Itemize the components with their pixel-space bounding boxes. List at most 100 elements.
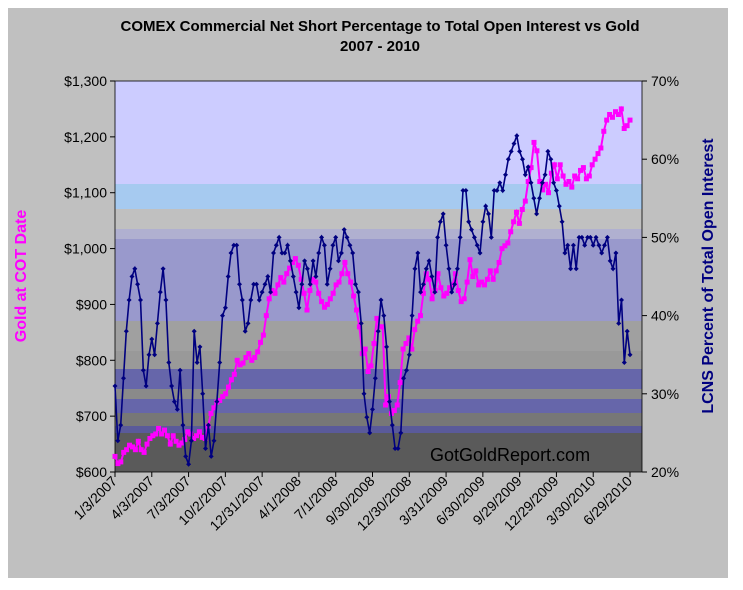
lcns-percent-point — [457, 234, 463, 240]
lcns-percent-point — [138, 297, 143, 303]
gold-price-point — [502, 243, 508, 249]
lcns-percent-point — [576, 234, 582, 240]
gold-price-point — [252, 355, 258, 360]
lcns-percent-point — [350, 250, 356, 256]
gold-price-point — [272, 290, 278, 296]
lcns-percent-point — [330, 242, 336, 248]
lcns-percent-point — [517, 148, 523, 154]
gold-price-point — [479, 279, 485, 285]
lcns-percent-point — [276, 234, 282, 240]
plot-band — [115, 81, 642, 184]
gold-price-point — [243, 355, 249, 360]
gold-price-point — [307, 288, 313, 293]
lcns-percent-point — [570, 242, 576, 248]
lcns-percent-point — [268, 289, 274, 295]
lcns-percent-point — [420, 281, 426, 287]
right-axis-ticks: 20% 30% 40% 50% 60% 70% — [642, 73, 679, 480]
gold-price-point — [548, 170, 554, 176]
gold-price-point — [127, 442, 132, 448]
lcns-percent-point — [537, 195, 542, 201]
gold-price-point — [586, 173, 592, 179]
gold-price-point — [438, 285, 444, 291]
lcns-percent-point — [562, 250, 568, 256]
gold-price-point — [490, 276, 496, 282]
gold-price-point — [295, 262, 301, 268]
lcns-percent-point — [296, 305, 302, 311]
lcns-percent-point — [282, 250, 288, 256]
gold-price-point — [415, 318, 421, 324]
gold-price-point — [409, 346, 415, 352]
gold-price-point — [394, 402, 400, 408]
lcns-percent-point — [180, 422, 186, 428]
lcns-percent-point — [152, 352, 158, 358]
gold-price-point — [400, 346, 406, 352]
gold-price-point — [356, 324, 362, 330]
gold-price-point — [319, 299, 325, 305]
lcns-percent-point — [491, 188, 497, 193]
lcns-percent-point — [183, 453, 189, 459]
lcns-percent-point — [375, 328, 381, 334]
gold-price-point — [246, 351, 252, 357]
lcns-percent-point — [188, 438, 194, 444]
lcns-percent-point — [319, 234, 325, 240]
lcns-percent-point — [474, 242, 480, 248]
gold-price-point — [237, 362, 243, 368]
gold-price-point — [383, 402, 389, 408]
lcns-percent-point — [307, 281, 313, 287]
lcns-percent-point — [568, 266, 574, 272]
lcns-percent-point — [585, 234, 591, 240]
lcns-percent-point — [160, 266, 166, 272]
gold-price-point — [420, 290, 426, 296]
gold-price-point — [290, 260, 295, 265]
gold-price-point — [185, 429, 191, 435]
lcns-percent-point — [613, 250, 619, 256]
gold-price-point — [298, 276, 304, 282]
lcns-percent-point — [404, 367, 409, 373]
lcns-percent-point — [437, 219, 443, 225]
lcns-percent-point — [449, 289, 455, 295]
lcns-percent-point — [287, 258, 293, 264]
gold-price-point — [226, 384, 231, 390]
gold-price-point — [575, 176, 581, 182]
lcns-percent-point — [432, 289, 438, 295]
lcns-percent-point — [256, 297, 262, 303]
lcns-percent-point — [290, 274, 296, 279]
gold-price-point — [531, 139, 537, 145]
gold-price-point — [583, 176, 589, 182]
right-tick-label: 20% — [651, 464, 679, 480]
gold-price-point — [444, 290, 450, 296]
lcns-percent-point — [565, 242, 571, 248]
gold-price-point — [624, 123, 630, 129]
gold-price-point — [196, 429, 202, 435]
lcns-percent-point — [590, 242, 596, 248]
lcns-percent-point — [579, 234, 585, 240]
lcns-percent-point — [520, 156, 525, 162]
gold-price-point — [269, 288, 275, 293]
gold-price-point — [418, 313, 423, 319]
gold-price-point — [496, 260, 502, 265]
lcns-percent-point — [443, 242, 449, 248]
lcns-percent-point — [302, 258, 308, 264]
lcns-percent-point — [265, 274, 271, 279]
lcns-percent-point — [395, 446, 401, 451]
lcns-percent-point — [123, 328, 129, 334]
gold-price-point — [621, 126, 627, 131]
lcns-percent-point — [435, 234, 441, 240]
gold-price-point — [423, 271, 429, 277]
lcns-percent-point — [500, 188, 506, 193]
gold-price-point — [301, 290, 307, 296]
lcns-percent-point — [548, 156, 554, 162]
lcns-percent-point — [440, 211, 446, 217]
gold-price-point — [313, 279, 319, 285]
gold-price-point — [191, 436, 197, 441]
gold-price-point — [327, 296, 333, 302]
gold-price-point — [159, 431, 165, 437]
plot-band — [115, 426, 642, 433]
gold-price-point — [403, 341, 409, 346]
plot-band — [115, 209, 642, 229]
gold-price-point — [607, 112, 613, 117]
gold-price-point — [537, 179, 543, 184]
lcns-percent-point — [627, 352, 633, 358]
gold-price-point — [566, 179, 572, 184]
gold-price-point — [473, 268, 479, 274]
